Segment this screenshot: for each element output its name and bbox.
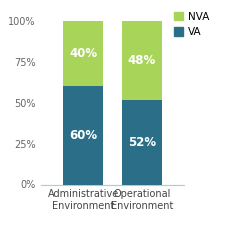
Bar [122,21,162,99]
Text: 48%: 48% [128,54,156,67]
Bar [122,99,162,184]
Legend: NVA, VA: NVA, VA [172,9,211,39]
Bar [63,21,104,86]
Text: 52%: 52% [128,135,156,148]
Text: 40%: 40% [69,47,97,60]
Bar [63,86,104,184]
Text: 60%: 60% [69,129,97,142]
